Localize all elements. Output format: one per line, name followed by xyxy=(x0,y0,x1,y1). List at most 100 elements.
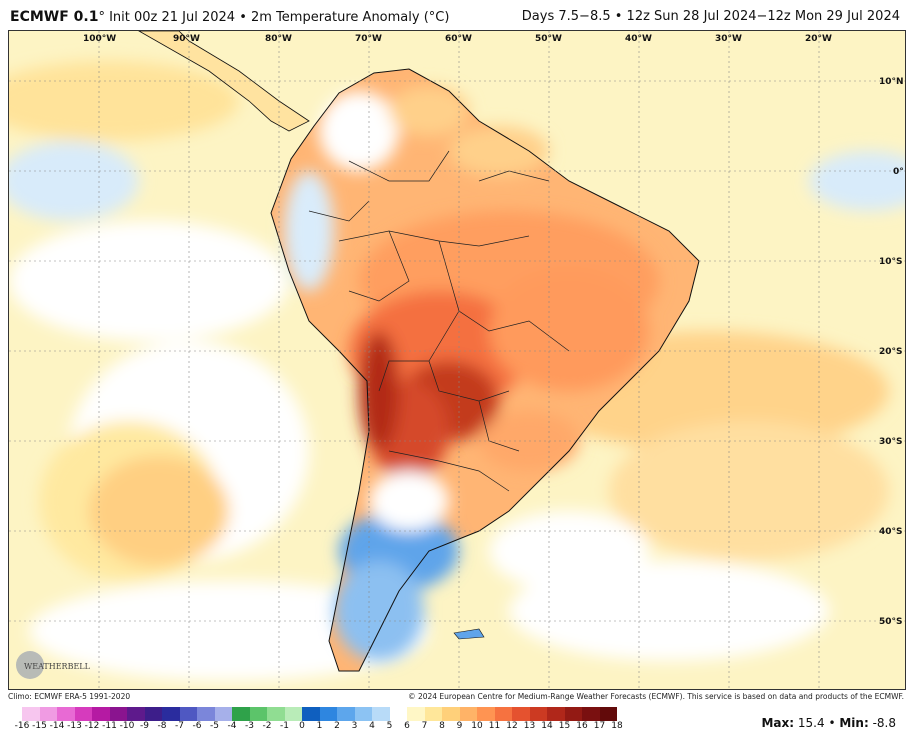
longitude-labels: 100°W 90°W 80°W 70°W 60°W 50°W 40°W 30°W… xyxy=(83,34,832,44)
colorbar-swatch xyxy=(529,707,547,721)
colorbar-tick-label: -12 xyxy=(84,721,100,731)
lat-label: 10°S xyxy=(879,257,903,267)
model-name: ECMWF 0.1 xyxy=(10,9,99,25)
colorbar-tick-label: 5 xyxy=(386,721,393,731)
lat-label: 10°N xyxy=(879,77,904,87)
colorbar-swatch xyxy=(547,707,565,721)
anomaly-map: 100°W 90°W 80°W 70°W 60°W 50°W 40°W 30°W… xyxy=(8,30,906,690)
lat-label: 20°S xyxy=(879,347,903,357)
colorbar-tick-label: -14 xyxy=(49,721,65,731)
max-min-stats: Max: 15.4 • Min: -8.8 xyxy=(761,716,896,730)
colorbar-tick-label: -11 xyxy=(102,721,117,731)
colorbar-tick-label: -6 xyxy=(192,721,202,731)
colorbar-swatch xyxy=(477,707,495,721)
colorbar-swatch xyxy=(407,707,425,721)
colorbar-swatch xyxy=(319,707,337,721)
lat-label: 0° xyxy=(893,167,904,177)
colorbar-tick-label: 7 xyxy=(421,721,428,731)
colorbar-swatch xyxy=(39,707,57,721)
lon-label: 20°W xyxy=(805,34,832,44)
lon-label: 100°W xyxy=(83,34,116,44)
init-text: ° Init 00z 21 Jul 2024 • 2m Temperature … xyxy=(98,10,450,25)
colorbar-swatch xyxy=(494,707,512,721)
colorbar-swatch xyxy=(582,707,600,721)
colorbar-swatch xyxy=(459,707,477,721)
colorbar-swatch xyxy=(249,707,267,721)
colorbar-tick-label: -7 xyxy=(175,721,184,731)
colorbar-swatch xyxy=(92,707,110,721)
latitude-labels: 10°N 0° 10°S 20°S 30°S 40°S 50°S xyxy=(879,77,904,627)
colorbar-tick-label: -3 xyxy=(245,721,254,731)
colorbar-tick-label: -8 xyxy=(157,721,167,731)
stats-sep: • xyxy=(828,716,836,730)
colorbar-swatch xyxy=(22,707,40,721)
colorbar-tick-label: 2 xyxy=(334,721,340,731)
colorbar-tick-label: -4 xyxy=(227,721,237,731)
copyright-credit: © 2024 European Centre for Medium-Range … xyxy=(408,692,904,701)
colorbar-swatch xyxy=(389,707,407,721)
colorbar-tick-label: 17 xyxy=(593,721,606,731)
colorbar-tick-label: 16 xyxy=(576,721,588,731)
colorbar-tick-label: -5 xyxy=(210,721,219,731)
colorbar-tick-label: 13 xyxy=(523,721,536,731)
lat-label: 50°S xyxy=(879,617,903,627)
colorbar-tick-label: 0 xyxy=(299,721,305,731)
falkland-islands xyxy=(453,628,485,640)
lon-label: 30°W xyxy=(715,34,742,44)
graticule xyxy=(9,31,905,689)
weatherbell-logo: WEATHERBELL xyxy=(16,651,91,679)
lon-label: 60°W xyxy=(445,34,472,44)
lon-label: 80°W xyxy=(265,34,292,44)
lon-label: 70°W xyxy=(355,34,382,44)
colorbar-tick-label: -1 xyxy=(280,721,289,731)
title-left: ECMWF 0.1° Init 00z 21 Jul 2024 • 2m Tem… xyxy=(10,9,449,25)
colorbar-tick-label: -15 xyxy=(32,721,47,731)
colorbar-swatch xyxy=(302,707,320,721)
colorbar-swatch xyxy=(442,707,460,721)
max-value: 15.4 xyxy=(797,716,825,730)
colorbar-swatch xyxy=(599,707,617,721)
colorbar-swatch xyxy=(284,707,302,721)
colorbar-tick-label: 10 xyxy=(471,721,483,731)
colorbar-tick-label: 4 xyxy=(369,721,375,731)
colorbar xyxy=(22,707,617,721)
colorbar-swatch xyxy=(127,707,145,721)
valid-time: Days 7.5−8.5 • 12z Sun 28 Jul 2024−12z M… xyxy=(521,9,900,24)
colorbar-tick-label: 11 xyxy=(488,721,501,731)
colorbar-tick-label: -10 xyxy=(119,721,135,731)
colorbar-swatch xyxy=(57,707,75,721)
min-value: -8.8 xyxy=(872,716,896,730)
colorbar-swatch xyxy=(564,707,582,721)
lat-label: 30°S xyxy=(879,437,903,447)
colorbar-tick-label: -13 xyxy=(67,721,82,731)
colorbar-swatch xyxy=(354,707,372,721)
colorbar-swatch xyxy=(232,707,250,721)
colorbar-swatch xyxy=(74,707,92,721)
colorbar-tick-label: 3 xyxy=(351,721,358,731)
colorbar-swatch xyxy=(337,707,355,721)
colorbar-tick-label: -9 xyxy=(140,721,149,731)
min-label: Min: xyxy=(839,716,869,730)
colorbar-tick-label: 14 xyxy=(541,721,553,731)
colorbar-tick-label: 8 xyxy=(439,721,445,731)
colorbar-tick-label: 6 xyxy=(404,721,410,731)
lon-label: 50°W xyxy=(535,34,562,44)
ocean-anomaly-field xyxy=(9,61,905,681)
colorbar-tick-label: -16 xyxy=(14,721,30,731)
colorbar-swatch xyxy=(214,707,232,721)
colorbar-swatch xyxy=(197,707,215,721)
colorbar-swatch xyxy=(109,707,127,721)
lat-label: 40°S xyxy=(879,527,903,537)
colorbar-tick-label: 12 xyxy=(506,721,518,731)
climo-credit: Climo: ECMWF ERA-5 1991-2020 xyxy=(8,692,131,701)
lon-label: 90°W xyxy=(173,34,200,44)
colorbar-tick-label: 1 xyxy=(316,721,323,731)
colorbar-swatch xyxy=(267,707,285,721)
colorbar-swatch xyxy=(512,707,530,721)
colorbar-tick-label: 9 xyxy=(456,721,463,731)
colorbar-tick-label: -2 xyxy=(262,721,272,731)
colorbar-swatch xyxy=(372,707,390,721)
colorbar-swatch xyxy=(162,707,180,721)
max-label: Max: xyxy=(761,716,795,730)
colorbar-swatch xyxy=(424,707,442,721)
